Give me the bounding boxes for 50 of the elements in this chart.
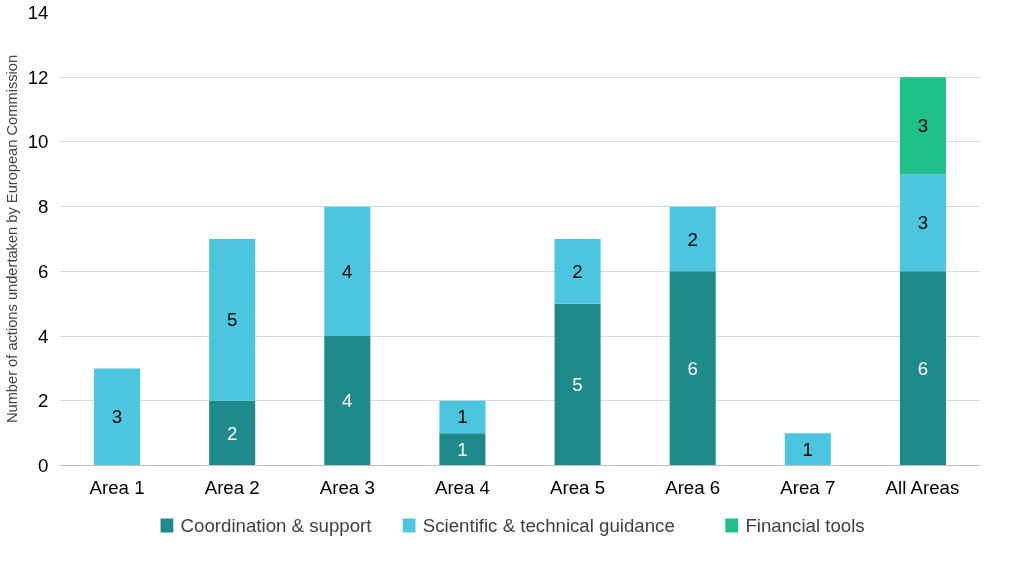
y-tick-label: 14 xyxy=(27,2,49,23)
data-label: 3 xyxy=(917,115,929,137)
data-label: 5 xyxy=(572,374,583,396)
y-tick-label: 6 xyxy=(38,260,49,282)
y-tick-label: 10 xyxy=(27,131,49,153)
bar xyxy=(94,368,141,466)
x-tick-label: Area 7 xyxy=(780,476,836,498)
bar xyxy=(899,271,946,466)
bar xyxy=(439,400,486,434)
y-tick-label: 4 xyxy=(38,325,49,347)
data-label: 1 xyxy=(802,438,814,460)
x-tick-label: Area 5 xyxy=(550,476,606,498)
data-label: 4 xyxy=(342,260,353,282)
bar xyxy=(324,336,371,466)
y-tick-label: 0 xyxy=(38,455,49,476)
legend-label: Coordination & support xyxy=(180,515,373,536)
data-label: 6 xyxy=(917,357,929,379)
data-label: 6 xyxy=(687,357,698,379)
x-tick-label: Area 2 xyxy=(204,476,260,498)
y-tick-label: 8 xyxy=(38,196,49,218)
bar xyxy=(899,174,946,272)
bar xyxy=(209,400,256,466)
bar xyxy=(899,77,946,175)
data-label: 2 xyxy=(687,228,698,250)
bar xyxy=(554,303,601,466)
data-label: 3 xyxy=(917,212,929,234)
bar xyxy=(669,206,716,272)
bar xyxy=(669,271,716,466)
y-axis-title: Number of actions undertaken by European Commission xyxy=(3,54,20,424)
data-label: 5 xyxy=(227,309,238,331)
x-tick-label: Area 4 xyxy=(434,476,490,498)
bar xyxy=(784,433,831,466)
bar xyxy=(554,239,601,304)
y-tick-label: 12 xyxy=(27,66,49,88)
x-tick-label: All Areas xyxy=(885,476,960,498)
x-tick-label: Area 6 xyxy=(665,476,721,498)
bar xyxy=(324,206,371,337)
y-tick-label: 2 xyxy=(38,390,49,412)
bar xyxy=(209,239,256,401)
legend-label: Scientific & technical guidance xyxy=(422,515,675,536)
data-label: 1 xyxy=(457,406,468,428)
data-label: 2 xyxy=(227,422,238,444)
legend-label: Financial tools xyxy=(745,515,865,536)
data-label: 1 xyxy=(457,438,468,460)
data-label: 4 xyxy=(342,390,353,412)
data-label: 3 xyxy=(111,406,123,428)
bar xyxy=(439,433,486,466)
x-tick-label: Area 3 xyxy=(319,476,375,498)
data-label: 2 xyxy=(572,260,583,282)
x-tick-label: Area 1 xyxy=(89,476,145,498)
